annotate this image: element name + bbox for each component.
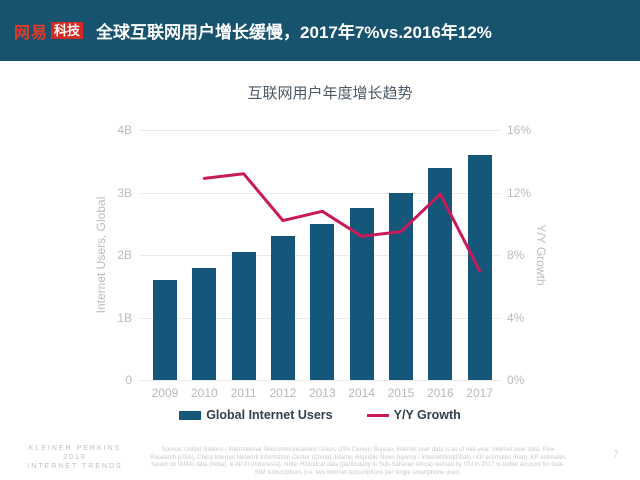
x-label-2016: 2016: [426, 386, 454, 400]
gridline: [140, 130, 500, 131]
right-axis-title: Y/Y Growth: [534, 224, 548, 286]
source-note: Source: United Nations / International T…: [150, 447, 566, 476]
kleiner-perkins-brand: KLEINER PERKINS 2018 INTERNET TRENDS: [8, 444, 142, 471]
bar-2017: [467, 155, 492, 380]
header-bar: 网易 科技 全球互联网用户增长缓慢，2017年7%vs.2016年12%: [0, 0, 640, 61]
gridline: [140, 380, 500, 381]
bar-2013: [310, 223, 335, 380]
legend: Global Internet Users Y/Y Growth: [140, 408, 500, 422]
right-tick-label: 12%: [507, 185, 532, 200]
x-label-2014: 2014: [348, 386, 375, 400]
netease-tech-logo: 网易 科技: [14, 19, 84, 43]
bar-2012: [270, 236, 295, 380]
bar-2014: [349, 208, 374, 380]
bar-2009: [153, 280, 177, 380]
x-label-2013: 2013: [308, 386, 336, 400]
left-tick-label: 4B: [117, 123, 132, 137]
netease-logo-text: 网易: [14, 24, 49, 42]
legend-label-line: Y/Y Growth: [393, 408, 461, 422]
x-label-2017: 2017: [466, 386, 493, 400]
right-tick-label: 16%: [507, 123, 532, 137]
line-swatch-icon: [366, 413, 389, 417]
bar-2016: [428, 167, 453, 380]
x-label-2015: 2015: [387, 386, 415, 400]
right-tick-label: 8%: [507, 248, 525, 262]
bar-swatch-icon: [179, 410, 202, 420]
x-label-2011: 2011: [230, 386, 257, 400]
x-label-2010: 2010: [190, 386, 218, 400]
right-tick-label: 0%: [507, 373, 525, 387]
left-tick-label: 0: [125, 373, 132, 387]
chart-title: 互联网用户年度增长趋势: [247, 85, 413, 102]
left-tick-label: 1B: [117, 310, 132, 325]
brand-line-3: INTERNET TRENDS: [27, 463, 123, 470]
left-tick-label: 2B: [117, 248, 132, 262]
brand-line-2: 2018: [63, 454, 87, 461]
bar-2010: [192, 267, 217, 380]
page-number: 7: [613, 449, 619, 459]
tech-badge: 科技: [51, 22, 84, 39]
bar-2011: [231, 251, 256, 380]
x-label-2009: 2009: [151, 386, 179, 400]
bar-2015: [388, 192, 413, 380]
legend-label-bars: Global Internet Users: [206, 408, 333, 422]
legend-item-bars: Global Internet Users: [179, 408, 333, 422]
legend-item-line: Y/Y Growth: [366, 408, 461, 422]
left-tick-label: 3B: [117, 185, 132, 200]
brand-line-1: KLEINER PERKINS: [28, 445, 122, 452]
right-tick-label: 4%: [507, 310, 525, 325]
x-label-2012: 2012: [269, 386, 297, 400]
slide-headline: 全球互联网用户增长缓慢，2017年7%vs.2016年12%: [96, 23, 492, 42]
left-axis-title: Internet Users, Global: [94, 196, 108, 314]
